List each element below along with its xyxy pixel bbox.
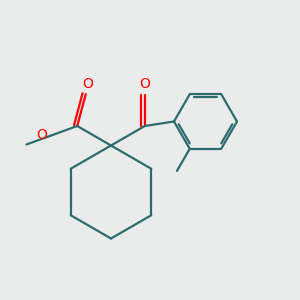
Text: O: O (82, 76, 93, 91)
Text: O: O (36, 128, 47, 142)
Text: O: O (139, 76, 150, 91)
